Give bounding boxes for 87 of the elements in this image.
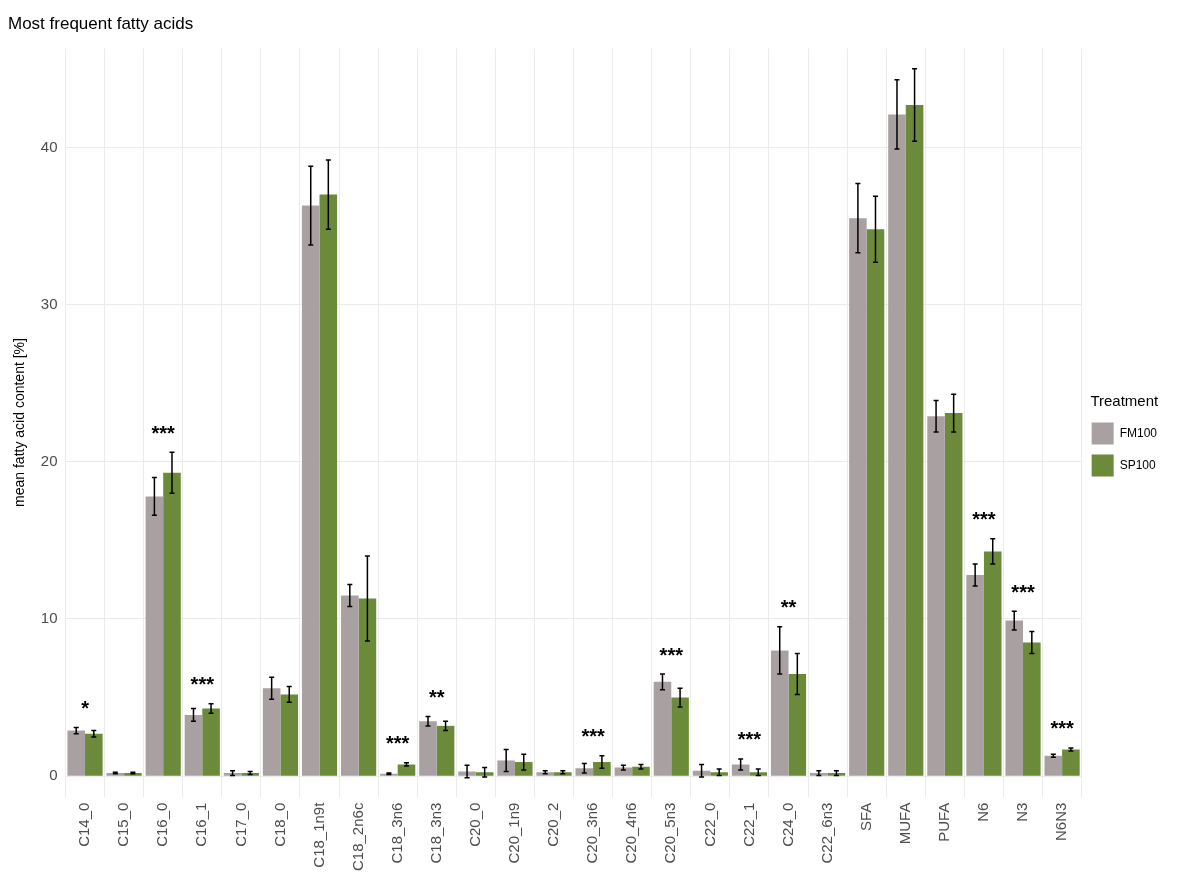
annotation: ***: [659, 643, 684, 666]
y-axis-title: mean fatty acid content [%]: [11, 338, 28, 507]
annotation: ***: [386, 732, 410, 755]
x-tick-label: C20_0: [466, 802, 483, 847]
bar: [475, 772, 494, 776]
legend-label: FM100: [1119, 425, 1158, 440]
annotation: ***: [1011, 580, 1035, 603]
x-tick-label: C20_1n9: [505, 802, 523, 864]
bar: [341, 595, 359, 776]
x-tick-label: C22_1: [739, 802, 757, 847]
bar: [849, 218, 867, 776]
bar: [85, 733, 103, 776]
bar: [770, 650, 789, 776]
bar: [866, 229, 885, 776]
x-tick-label: C18_0: [270, 802, 288, 847]
bar: [397, 764, 416, 776]
bar: [944, 413, 963, 776]
x-tick-label: SFA: [856, 802, 874, 831]
x-tick-label: N3: [1013, 802, 1031, 822]
bar: [788, 674, 807, 776]
bar: [262, 688, 281, 776]
y-tick-label: 40: [40, 137, 58, 155]
bar: [1023, 642, 1041, 776]
bar: [653, 681, 672, 776]
x-tick-label: C18_1n9t: [309, 801, 327, 868]
bar: [514, 762, 533, 776]
x-tick-label: C16_0: [153, 802, 171, 847]
bar: [692, 770, 711, 776]
x-tick-label: C20_3n6: [583, 802, 601, 864]
annotation: ***: [581, 725, 605, 748]
bar: [1005, 620, 1024, 776]
y-tick-label: 20: [40, 451, 58, 469]
legend-label: SP100: [1119, 457, 1157, 472]
annotation: ***: [190, 673, 215, 696]
bar: [983, 551, 1002, 776]
annotation: ***: [1050, 717, 1074, 740]
x-tick-label: C18_2n6c: [348, 802, 366, 871]
x-tick-label: C22_6n3: [817, 802, 835, 864]
bar: [888, 114, 906, 776]
y-tick-label: 0: [49, 766, 58, 784]
x-tick-label: C18_3n6: [387, 802, 405, 864]
bar: [632, 766, 650, 776]
x-tick-label: C24_0: [778, 802, 796, 847]
y-tick-label: 10: [40, 609, 58, 627]
x-tick-label: C20_5n3: [661, 802, 679, 864]
bar: [731, 764, 750, 776]
annotation: ***: [151, 421, 176, 444]
bar: [358, 598, 377, 776]
x-tick-label: N6N3: [1052, 802, 1070, 841]
x-tick-label: MUFA: [895, 802, 913, 845]
bar: [145, 496, 164, 776]
bar: [202, 708, 220, 776]
bar: [184, 714, 203, 776]
legend-title: Treatment: [1090, 392, 1160, 410]
bar: [575, 768, 594, 776]
bar: [436, 725, 455, 776]
bar: [419, 721, 437, 776]
bar: [497, 760, 515, 776]
bar: [163, 472, 181, 776]
annotation: **: [780, 596, 797, 619]
x-tick-label: C16_1: [192, 802, 210, 847]
bar: [927, 416, 945, 776]
x-tick-label: C20_4n6: [622, 802, 640, 864]
x-tick-label: C18_3n3: [426, 802, 444, 864]
annotation: **: [428, 685, 445, 708]
annotation: ***: [737, 728, 762, 751]
bar: [671, 697, 689, 776]
bar: [301, 205, 320, 776]
x-tick-label: C17_0: [231, 802, 249, 847]
bar: [67, 730, 86, 776]
x-tick-label: PUFA: [935, 802, 952, 842]
annotation: ***: [972, 508, 996, 531]
bar: [280, 694, 299, 776]
bar: [1062, 749, 1080, 776]
y-tick-label: 30: [40, 294, 58, 312]
x-tick-label: C22_0: [700, 802, 718, 847]
chart-title: Most frequent fatty acids: [8, 13, 194, 33]
x-tick-label: C15_0: [114, 802, 132, 847]
x-tick-label: N6: [974, 802, 992, 822]
annotation: *: [81, 696, 90, 719]
bar: [319, 194, 338, 776]
bar: [593, 762, 611, 776]
x-tick-label: C14_0: [75, 802, 93, 847]
bar: [905, 104, 924, 776]
x-tick-label: C20_2: [544, 802, 562, 847]
bar: [1044, 755, 1063, 776]
bar: [966, 574, 984, 776]
